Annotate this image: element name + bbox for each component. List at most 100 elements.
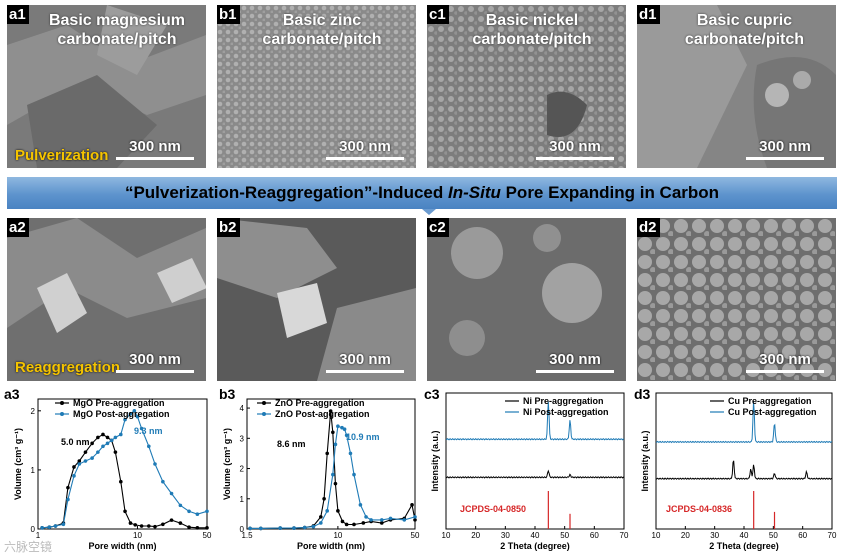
data-point bbox=[128, 521, 133, 525]
peak-annotation: 10.9 nm bbox=[346, 432, 380, 442]
legend-entry: ZnO Pre-aggregation bbox=[275, 398, 365, 408]
data-point bbox=[352, 522, 356, 527]
data-point bbox=[187, 509, 191, 514]
data-point bbox=[96, 450, 100, 454]
chart-label: d3 bbox=[634, 386, 651, 402]
banner-text-1: “Pulverization-Reaggregation”-Induced bbox=[124, 183, 448, 202]
sem-image bbox=[637, 5, 836, 168]
legend-marker bbox=[60, 412, 64, 416]
y-tick-label: 4 bbox=[240, 404, 245, 413]
y-tick-label: 1 bbox=[240, 495, 245, 504]
data-point bbox=[105, 441, 110, 446]
y-tick-label: 2 bbox=[31, 407, 36, 416]
data-point bbox=[195, 512, 200, 517]
x-axis-label: 2 Theta (degree) bbox=[500, 541, 570, 551]
sem-panel-c1: c1 Basic nickel carbonate/pitch 300 nm bbox=[427, 5, 626, 168]
y-tick-label: 0 bbox=[31, 525, 36, 534]
data-point bbox=[147, 444, 151, 449]
concept-banner: “Pulverization-Reaggregation”-Induced In… bbox=[7, 177, 837, 215]
data-point bbox=[72, 474, 76, 478]
data-point bbox=[410, 503, 414, 507]
xrd-pattern bbox=[445, 469, 625, 479]
data-point bbox=[40, 526, 44, 530]
data-point bbox=[90, 456, 94, 460]
data-point bbox=[352, 472, 356, 477]
series-line bbox=[250, 425, 416, 529]
data-point bbox=[331, 430, 335, 435]
data-point bbox=[195, 526, 200, 530]
panel-title: Basic cupric carbonate/pitch bbox=[684, 12, 805, 48]
series-line bbox=[42, 409, 208, 529]
scale-bar: 300 nm bbox=[746, 138, 824, 160]
data-point bbox=[161, 522, 165, 527]
data-point bbox=[344, 433, 349, 438]
x-tick-label: 30 bbox=[710, 531, 719, 540]
data-point bbox=[333, 481, 338, 486]
data-point bbox=[278, 526, 283, 530]
chart-c3: c3 10 20 30 40 50 60 70 2 Theta (degree) Intensi… bbox=[420, 385, 630, 551]
chart-d3-svg: 10 20 30 40 50 60 70 2 Theta (degree) Intensity … bbox=[640, 392, 837, 551]
panel-label: c2 bbox=[427, 218, 449, 237]
data-point bbox=[101, 432, 105, 437]
panel-title: Basic nickel carbonate/pitch bbox=[472, 12, 592, 48]
chart-label: b3 bbox=[219, 386, 236, 402]
legend-marker bbox=[262, 401, 266, 405]
data-point bbox=[358, 503, 363, 507]
data-point bbox=[77, 459, 82, 463]
reference-label: JCPDS-04-0850 bbox=[460, 504, 526, 514]
sem-panel-a2: a2 Reaggregation 300 nm bbox=[7, 218, 206, 381]
data-point bbox=[101, 444, 105, 449]
x-axis-label: Pore width (nm) bbox=[89, 541, 157, 551]
data-point bbox=[113, 435, 118, 440]
data-point bbox=[139, 524, 144, 528]
sem-image bbox=[427, 218, 626, 381]
sem-image bbox=[427, 5, 626, 168]
y-tick-label: 0 bbox=[240, 525, 245, 534]
data-point bbox=[105, 435, 110, 440]
data-point bbox=[133, 523, 138, 527]
scale-bar: 300 nm bbox=[536, 351, 614, 373]
chart-d3: d3 10 20 30 40 50 60 70 2 Theta (degree) Intensi… bbox=[630, 385, 840, 551]
legend-entry: MgO Pre-aggregation bbox=[73, 398, 165, 408]
watermark: 六脉空镜 bbox=[4, 540, 53, 554]
chart-b3: b3 1.5 10 50 Pore width (nm) 0 1 2 3 4 Volume (cm… bbox=[215, 385, 420, 551]
sem-image bbox=[7, 218, 206, 381]
chart-a3: a3 1 10 50 Pore width (nm) 0 1 2 Volume (cm³ g⁻… bbox=[0, 385, 215, 551]
data-point bbox=[119, 479, 123, 484]
scale-bar: 300 nm bbox=[326, 351, 404, 373]
sem-panel-b2: b2 300 nm bbox=[217, 218, 416, 381]
data-point bbox=[319, 515, 323, 519]
x-tick-label: 60 bbox=[590, 531, 599, 540]
x-tick-label: 10 bbox=[652, 531, 661, 540]
sem-panel-c2: c2 300 nm bbox=[427, 218, 626, 381]
legend-entry: MgO Post-aggregation bbox=[73, 409, 170, 419]
x-axis-label: Pore width (nm) bbox=[297, 541, 365, 551]
down-arrow-icon bbox=[422, 209, 436, 215]
chart-label: c3 bbox=[424, 386, 440, 402]
y-tick-label: 3 bbox=[240, 434, 245, 443]
data-point bbox=[128, 411, 133, 416]
x-tick-label: 50 bbox=[560, 531, 569, 540]
x-tick-label: 30 bbox=[501, 531, 510, 540]
panel-label: b1 bbox=[217, 5, 240, 24]
plot-frame bbox=[37, 398, 208, 530]
legend-entry: ZnO Post-aggregation bbox=[275, 409, 370, 419]
data-point bbox=[325, 509, 330, 513]
sem-image bbox=[217, 5, 416, 168]
data-point bbox=[336, 509, 340, 513]
x-tick-label: 10 bbox=[442, 531, 451, 540]
xrd-pattern bbox=[656, 401, 833, 444]
data-point bbox=[258, 526, 263, 531]
data-point bbox=[205, 509, 209, 514]
data-point bbox=[72, 465, 76, 469]
data-point bbox=[344, 522, 349, 527]
data-point bbox=[413, 515, 417, 519]
legend-entry: Ni Post-aggregation bbox=[523, 407, 609, 417]
x-tick-label: 40 bbox=[740, 531, 749, 540]
reference-label: JCPDS-04-0836 bbox=[666, 504, 732, 514]
data-point bbox=[205, 526, 209, 530]
x-tick-label: 60 bbox=[798, 531, 807, 540]
x-tick-label: 10 bbox=[133, 531, 142, 540]
scale-bar: 300 nm bbox=[116, 351, 194, 373]
